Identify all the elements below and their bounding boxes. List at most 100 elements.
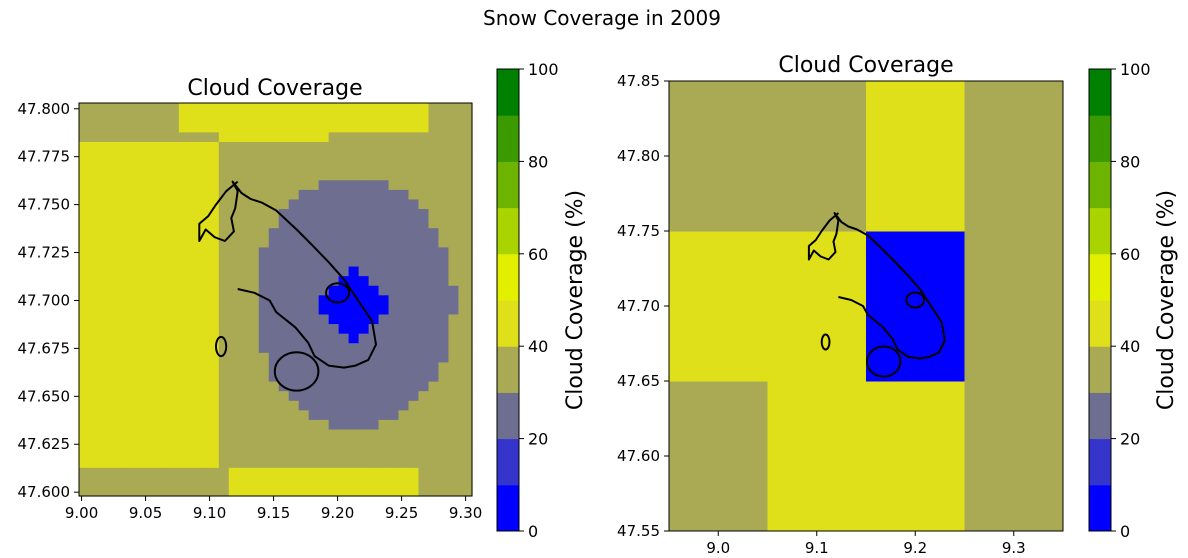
heatmap-cell xyxy=(138,218,150,229)
heatmap-cell xyxy=(438,285,450,296)
heatmap-cell xyxy=(358,333,370,344)
heatmap-cell xyxy=(408,103,420,114)
heatmap-cell xyxy=(368,409,380,420)
heatmap-cell xyxy=(418,227,430,238)
heatmap-cell xyxy=(398,457,410,468)
heatmap-cell xyxy=(318,294,330,305)
heatmap-cell xyxy=(318,198,330,210)
heatmap-cell xyxy=(368,390,380,401)
heatmap-cell xyxy=(118,304,130,315)
heatmap-cell xyxy=(328,131,340,142)
heatmap-cell xyxy=(128,342,140,353)
heatmap-cell xyxy=(178,390,190,401)
heatmap-cell xyxy=(178,313,190,325)
heatmap-cell xyxy=(148,170,160,181)
heatmap-cell xyxy=(228,361,240,372)
heatmap-cell xyxy=(79,371,90,382)
heatmap-cell xyxy=(448,361,460,372)
heatmap-cell xyxy=(268,141,280,152)
heatmap-cell xyxy=(368,112,380,123)
heatmap-cell xyxy=(398,352,410,363)
heatmap-cell xyxy=(398,246,410,257)
heatmap-cell xyxy=(188,448,200,459)
heatmap-cell xyxy=(148,294,160,305)
heatmap-cell xyxy=(188,476,200,488)
heatmap-cell xyxy=(398,160,410,171)
heatmap-cell xyxy=(158,467,170,478)
heatmap-cell xyxy=(388,275,400,286)
heatmap-cell xyxy=(378,189,390,200)
heatmap-cell xyxy=(118,476,130,488)
heatmap-cell xyxy=(108,198,120,210)
heatmap-cell xyxy=(148,141,160,152)
heatmap-cell xyxy=(308,380,320,392)
heatmap-cell xyxy=(98,486,110,497)
heatmap-cell xyxy=(388,409,400,420)
heatmap-cell xyxy=(278,342,290,353)
heatmap-cell xyxy=(448,438,460,449)
heatmap-cell xyxy=(378,333,390,344)
heatmap-cell xyxy=(408,352,420,363)
heatmap-cell xyxy=(338,103,350,114)
heatmap-cell xyxy=(278,486,290,497)
heatmap-cell xyxy=(168,457,180,468)
heatmap-cell xyxy=(228,313,240,325)
heatmap-cell xyxy=(118,246,130,257)
heatmap-cell xyxy=(198,112,210,123)
heatmap-cell xyxy=(308,476,320,488)
heatmap-cell xyxy=(408,428,420,440)
heatmap-cell xyxy=(438,256,450,267)
heatmap-cell xyxy=(368,122,380,133)
heatmap-cell xyxy=(158,361,170,372)
heatmap-cell xyxy=(348,179,360,190)
heatmap-cell xyxy=(298,400,310,411)
heatmap-cell xyxy=(248,342,260,353)
heatmap-cell xyxy=(288,150,300,162)
heatmap-cell xyxy=(448,122,460,133)
heatmap-cell xyxy=(138,285,150,296)
heatmap-cell xyxy=(368,103,380,114)
heatmap-cell xyxy=(328,285,340,296)
heatmap-cell xyxy=(138,227,150,238)
heatmap-cell xyxy=(278,467,290,478)
heatmap-cell xyxy=(108,237,120,248)
heatmap-cell xyxy=(388,371,400,382)
heatmap-cell xyxy=(418,438,430,449)
heatmap-cell xyxy=(238,198,250,210)
heatmap-cell xyxy=(328,409,340,420)
heatmap-cell xyxy=(398,285,410,296)
heatmap-cell xyxy=(338,150,350,162)
heatmap-cell xyxy=(418,380,430,392)
heatmap-cell xyxy=(368,467,380,478)
heatmap-cell xyxy=(368,131,380,142)
heatmap-cell xyxy=(368,486,380,497)
heatmap-cell xyxy=(208,419,220,430)
heatmap-cell xyxy=(348,371,360,382)
heatmap-cell xyxy=(428,486,440,497)
heatmap-cell xyxy=(378,112,390,123)
heatmap-cell xyxy=(268,409,280,420)
heatmap-cell xyxy=(328,313,340,325)
heatmap-cell xyxy=(268,313,280,325)
heatmap-cell xyxy=(428,294,440,305)
heatmap-cell xyxy=(278,198,290,210)
heatmap-cell xyxy=(148,304,160,315)
heatmap-cell xyxy=(188,218,200,229)
heatmap-cell xyxy=(128,323,140,334)
heatmap-cell xyxy=(108,371,120,382)
heatmap-cell xyxy=(408,160,420,171)
heatmap-cell xyxy=(248,323,260,334)
heatmap-cell xyxy=(248,371,260,382)
heatmap-cell xyxy=(348,170,360,181)
heatmap-cell xyxy=(378,131,390,142)
heatmap-cell xyxy=(98,476,110,488)
heatmap-cell xyxy=(298,218,310,229)
heatmap-cell xyxy=(188,179,200,190)
heatmap-cell xyxy=(428,323,440,334)
heatmap-cell xyxy=(218,400,230,411)
heatmap-cell xyxy=(278,218,290,229)
heatmap-cell xyxy=(148,256,160,267)
heatmap-cell xyxy=(328,265,340,277)
heatmap-cell xyxy=(228,342,240,353)
heatmap-cell xyxy=(108,170,120,181)
